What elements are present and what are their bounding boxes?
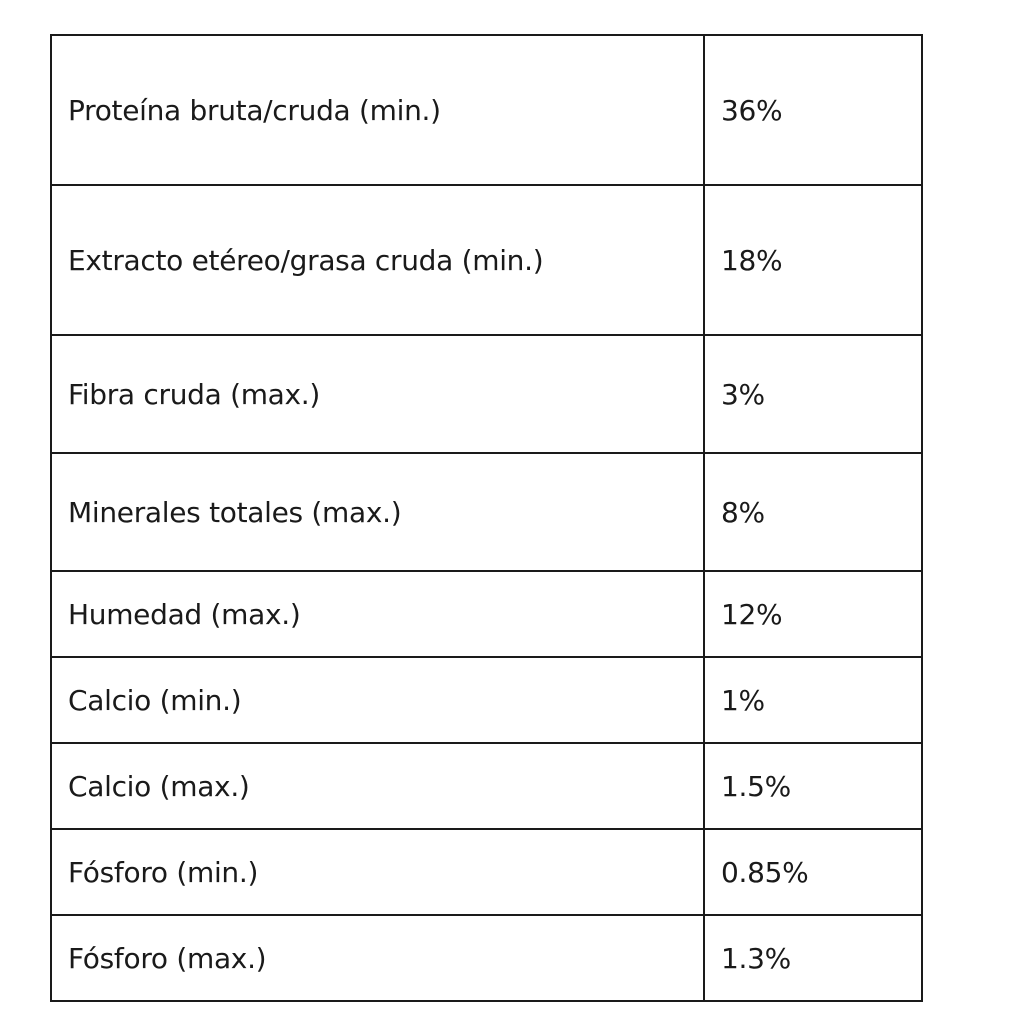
table-row: Proteína bruta/cruda (min.) 36% — [50, 34, 923, 186]
nutrient-label: Humedad (max.) — [50, 570, 705, 658]
nutrient-value: 1.3% — [703, 914, 923, 1002]
nutrient-label: Fibra cruda (max.) — [50, 334, 705, 454]
nutrient-value: 18% — [703, 184, 923, 336]
nutrient-label: Proteína bruta/cruda (min.) — [50, 34, 705, 186]
guaranteed-analysis-table: Proteína bruta/cruda (min.) 36% Extracto… — [50, 34, 923, 1002]
table-row: Minerales totales (max.) 8% — [50, 452, 923, 572]
nutrient-value: 1.5% — [703, 742, 923, 830]
nutrient-value: 12% — [703, 570, 923, 658]
nutrient-value: 8% — [703, 452, 923, 572]
nutrient-label: Extracto etéreo/grasa cruda (min.) — [50, 184, 705, 336]
nutrient-label: Calcio (min.) — [50, 656, 705, 744]
nutrient-label: Minerales totales (max.) — [50, 452, 705, 572]
nutrient-value: 0.85% — [703, 828, 923, 916]
table-row: Calcio (min.) 1% — [50, 656, 923, 744]
nutrient-value: 3% — [703, 334, 923, 454]
nutrient-label: Fósforo (min.) — [50, 828, 705, 916]
nutrient-label: Calcio (max.) — [50, 742, 705, 830]
nutrient-value: 1% — [703, 656, 923, 744]
nutrient-value: 36% — [703, 34, 923, 186]
table-row: Fósforo (min.) 0.85% — [50, 828, 923, 916]
table-row: Humedad (max.) 12% — [50, 570, 923, 658]
table-row: Fibra cruda (max.) 3% — [50, 334, 923, 454]
nutrient-label: Fósforo (max.) — [50, 914, 705, 1002]
table-row: Fósforo (max.) 1.3% — [50, 914, 923, 1002]
table-row: Calcio (max.) 1.5% — [50, 742, 923, 830]
table-row: Extracto etéreo/grasa cruda (min.) 18% — [50, 184, 923, 336]
